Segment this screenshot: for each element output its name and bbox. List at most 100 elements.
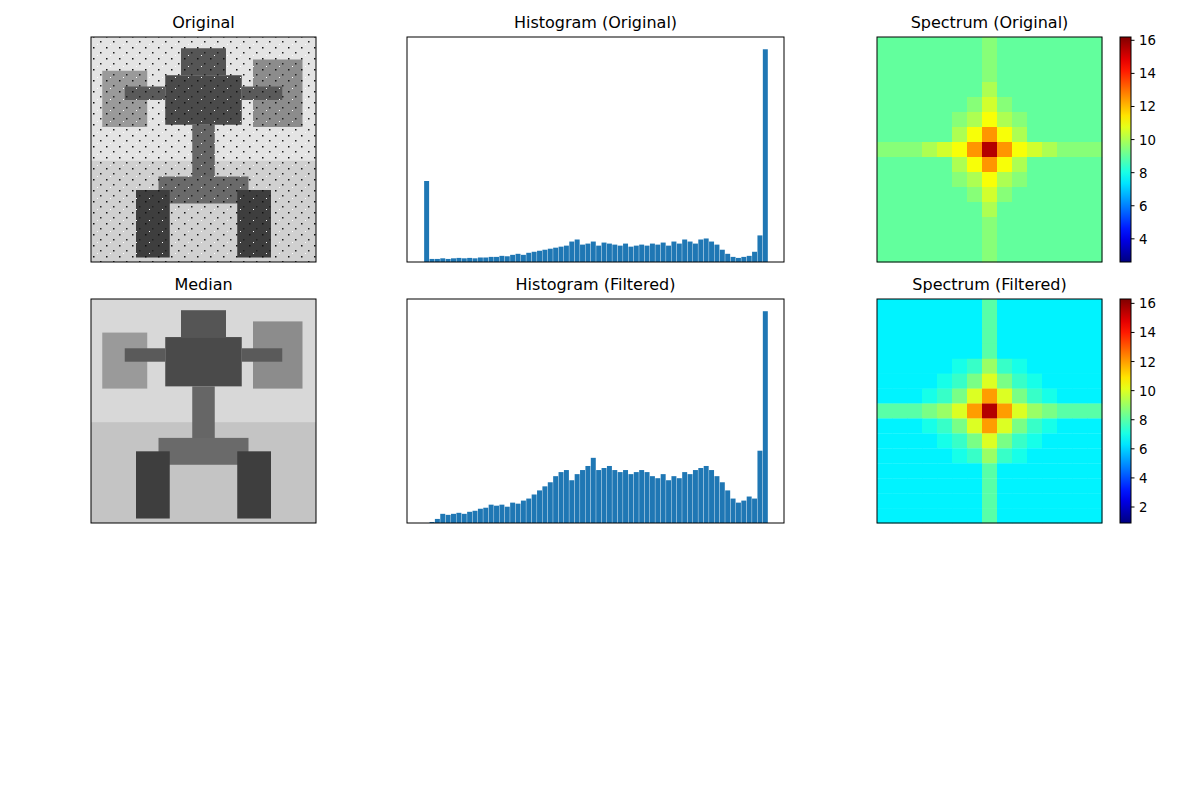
cell (967, 433, 982, 448)
colorbar-tick (1131, 361, 1135, 362)
cell (922, 359, 937, 374)
cell (1057, 37, 1072, 52)
cell (877, 187, 892, 202)
bar (714, 245, 719, 262)
cell (967, 508, 982, 523)
cell (907, 478, 922, 493)
colorbar-tick (1131, 332, 1135, 333)
cell (907, 127, 922, 142)
cell (1072, 82, 1087, 97)
bar (537, 490, 542, 523)
cell (952, 52, 967, 67)
cell (1087, 217, 1102, 232)
bar (688, 242, 693, 262)
bar (725, 490, 730, 523)
cell (1012, 404, 1027, 419)
cell (952, 37, 967, 52)
cell (1042, 404, 1057, 419)
colorbar-tick-label: 6 (1139, 199, 1147, 214)
heatmap-cells (877, 299, 1102, 523)
cell (922, 157, 937, 172)
cell (1042, 127, 1057, 142)
cell (1027, 374, 1042, 389)
cell (922, 433, 937, 448)
cell (1042, 508, 1057, 523)
cell (967, 329, 982, 344)
cell (1027, 493, 1042, 508)
cell (877, 389, 892, 404)
cell (1042, 299, 1057, 314)
cell (1072, 112, 1087, 127)
bar (731, 499, 736, 523)
cell (1057, 314, 1072, 329)
cell (937, 344, 952, 359)
bar (704, 466, 709, 523)
cell (892, 389, 907, 404)
cell (922, 82, 937, 97)
cell (922, 389, 937, 404)
bar (591, 242, 596, 262)
cell (922, 344, 937, 359)
bar (575, 474, 580, 523)
cell (907, 314, 922, 329)
cell (967, 157, 982, 172)
cell (1087, 299, 1102, 314)
bar (698, 240, 703, 263)
cell (922, 508, 937, 523)
cell (877, 299, 892, 314)
cell (877, 232, 892, 247)
cell (1012, 157, 1027, 172)
bar (569, 242, 574, 262)
cell (1057, 67, 1072, 82)
bar (709, 242, 714, 262)
cell (1027, 299, 1042, 314)
cell (982, 172, 997, 187)
cell (967, 142, 982, 157)
cell (877, 52, 892, 67)
cell (982, 478, 997, 493)
cell (982, 329, 997, 344)
bar (666, 246, 671, 262)
cell (1027, 112, 1042, 127)
cell (907, 187, 922, 202)
cell (1027, 433, 1042, 448)
cell (907, 82, 922, 97)
cell (907, 247, 922, 262)
colorbar-tick (1131, 448, 1135, 449)
cell (952, 127, 967, 142)
cell (892, 247, 907, 262)
colorbar-tick-label: 4 (1139, 471, 1147, 486)
cell (1057, 52, 1072, 67)
cell (892, 478, 907, 493)
cell (937, 247, 952, 262)
cell (952, 67, 967, 82)
cell (1027, 127, 1042, 142)
cell (952, 389, 967, 404)
cell (922, 404, 937, 419)
cell (1057, 247, 1072, 262)
cell (892, 172, 907, 187)
colorbar-tick (1131, 419, 1135, 420)
cell (967, 37, 982, 52)
bars (424, 49, 768, 262)
cell (1087, 389, 1102, 404)
bar (602, 468, 607, 523)
cell (967, 82, 982, 97)
axes-frame (877, 299, 1102, 523)
cell (1042, 217, 1057, 232)
cell (922, 112, 937, 127)
bar (446, 515, 451, 523)
bar (440, 258, 445, 262)
bar (618, 472, 623, 523)
cell (1087, 97, 1102, 112)
cell (952, 404, 967, 419)
cell (892, 157, 907, 172)
cell (952, 142, 967, 157)
cell (937, 478, 952, 493)
cell (907, 112, 922, 127)
bar (639, 470, 644, 523)
cell (892, 112, 907, 127)
cell (1057, 389, 1072, 404)
cell (1072, 389, 1087, 404)
cell (997, 389, 1012, 404)
